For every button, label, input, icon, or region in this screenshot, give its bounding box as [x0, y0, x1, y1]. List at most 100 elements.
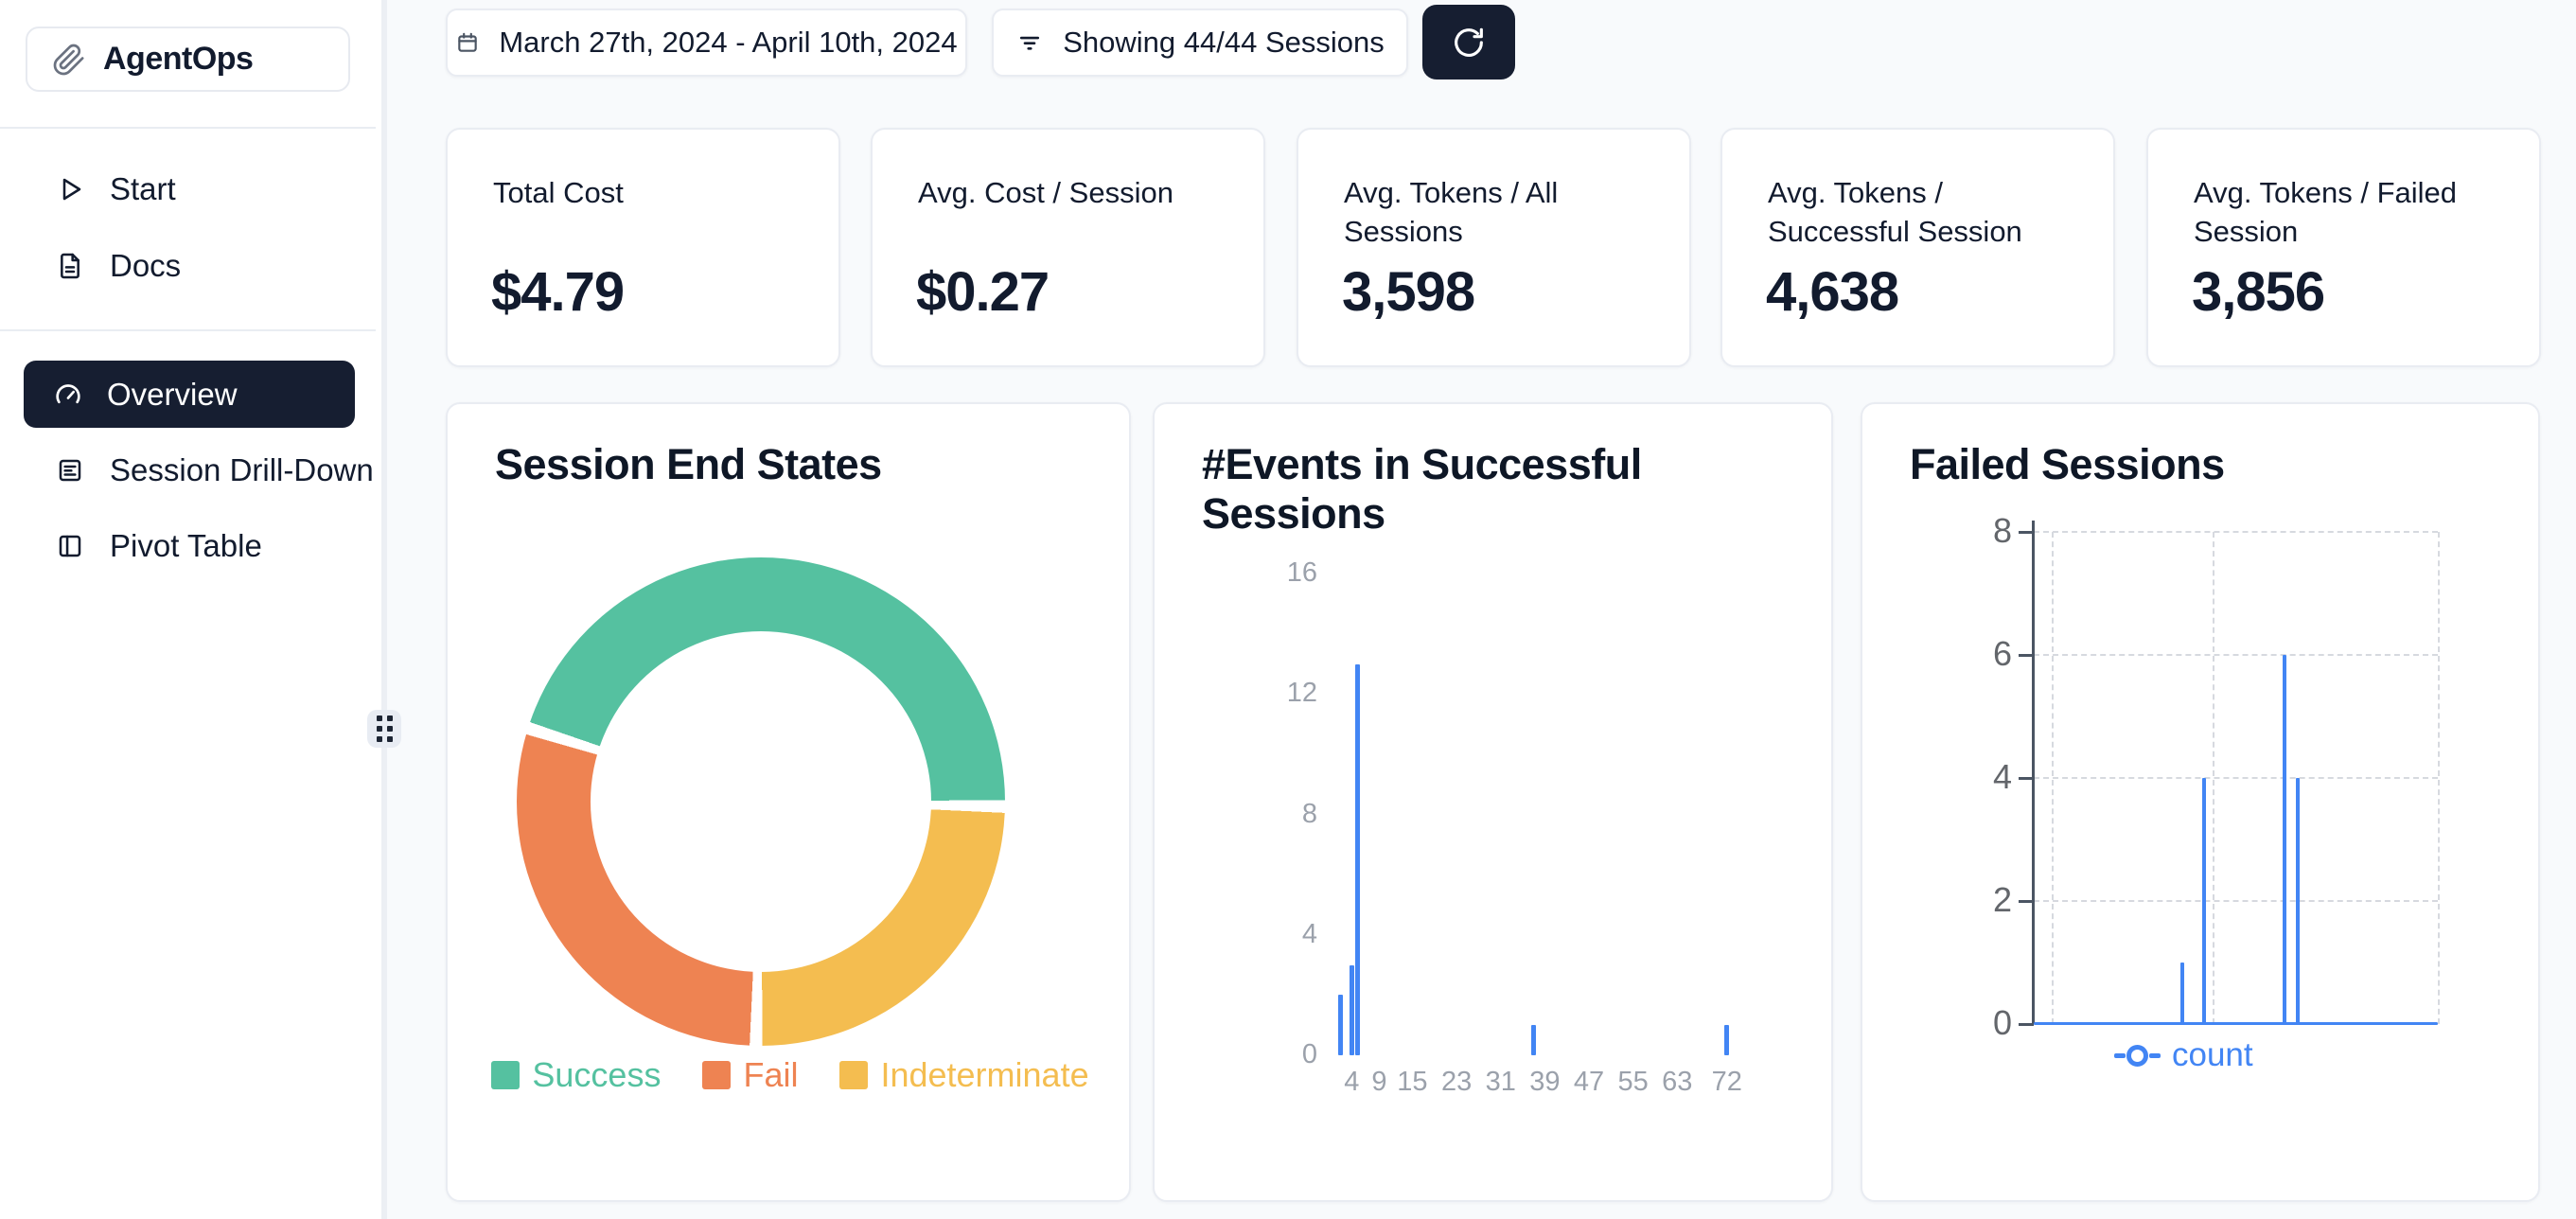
stat-card-total-cost: Total Cost $4.79: [446, 128, 840, 367]
legend-item-success[interactable]: Success: [491, 1055, 661, 1095]
sessions-filter-label: Showing 44/44 Sessions: [1063, 26, 1385, 59]
y-tick-label: 2: [1992, 880, 2012, 919]
file-lines-icon: [55, 455, 85, 486]
count-spike: [2295, 778, 2300, 1024]
gauge-icon: [52, 379, 84, 411]
play-icon: [55, 174, 85, 204]
y-tick-label: 4: [1301, 918, 1317, 949]
stat-value: 3,856: [2192, 261, 2325, 323]
sidebar-item-pivot-table[interactable]: Pivot Table: [0, 516, 381, 576]
h-gridline: [2034, 777, 2438, 779]
stat-value: $0.27: [916, 261, 1050, 323]
legend-label: Success: [532, 1055, 662, 1094]
h-gridline: [2034, 654, 2438, 656]
x-tick-label: 55: [1617, 1067, 1649, 1097]
date-range-button[interactable]: March 27th, 2024 - April 10th, 2024: [446, 9, 967, 77]
sidebar: AgentOps Start Docs Overview: [0, 0, 381, 1219]
y-tick-label: 16: [1286, 557, 1317, 589]
donut-legend: Success Fail Indeterminate: [448, 1055, 1133, 1095]
donut-ring[interactable]: [517, 557, 1005, 1046]
stat-label: Total Cost: [493, 176, 624, 209]
legend-label: Fail: [743, 1055, 799, 1094]
sidebar-item-start[interactable]: Start: [0, 159, 381, 220]
legend-swatch: [839, 1061, 869, 1089]
y-tick-mark: [2019, 1023, 2034, 1026]
events-plot[interactable]: 0 4 8 12 16 4 9 15 23 31 39 47 55 63 72: [1155, 404, 1831, 1200]
legend-swatch: [491, 1061, 520, 1089]
failed-plot[interactable]: 0 2 4 6 8: [1862, 404, 2538, 1200]
histogram-bar: [1531, 1025, 1537, 1055]
refresh-button[interactable]: [1422, 5, 1515, 80]
y-tick-label: 12: [1286, 678, 1317, 709]
legend-label: Indeterminate: [880, 1055, 1089, 1094]
x-tick-label: 31: [1485, 1067, 1516, 1097]
sidebar-resize-rail: [381, 0, 387, 1219]
y-axis-line: [2032, 521, 2035, 1024]
stat-card-avg-tokens-all: Avg. Tokens / All Sessions 3,598: [1297, 128, 1691, 367]
sidebar-item-label: Docs: [110, 248, 182, 283]
calendar-icon: [455, 30, 480, 55]
x-tick-label: 9: [1371, 1067, 1387, 1097]
y-tick-mark: [2019, 531, 2034, 534]
sidebar-item-label: Pivot Table: [110, 528, 262, 563]
brand-logo[interactable]: AgentOps: [26, 26, 350, 92]
chart-title: Failed Sessions: [1910, 440, 2225, 488]
y-tick-label: 0: [1992, 1003, 2012, 1042]
v-gridline: [2438, 532, 2440, 1024]
x-tick-label: 63: [1662, 1067, 1693, 1097]
v-gridline: [2052, 532, 2054, 1024]
stat-value: 3,598: [1342, 261, 1475, 323]
panel-left-icon: [55, 531, 85, 561]
stat-label: Avg. Tokens / Failed Session: [2194, 176, 2458, 248]
failed-sessions-card: Failed Sessions 0 2 4 6 8 count: [1861, 402, 2540, 1202]
count-spike: [2180, 963, 2185, 1024]
y-tick-label: 4: [1992, 757, 2012, 796]
legend-item-fail[interactable]: Fail: [702, 1055, 798, 1095]
v-gridline: [2213, 532, 2214, 1024]
sidebar-item-overview[interactable]: Overview: [24, 361, 355, 428]
line-marker-icon: [2114, 1044, 2161, 1067]
y-tick-label: 8: [1301, 798, 1317, 829]
file-text-icon: [55, 251, 85, 281]
legend-swatch: [702, 1061, 732, 1089]
count-baseline: [2034, 1022, 2438, 1025]
refresh-icon: [1450, 24, 1488, 62]
x-tick-label: 47: [1573, 1067, 1605, 1097]
stat-label: Avg. Cost / Session: [918, 176, 1173, 209]
count-legend-item[interactable]: count: [2114, 1036, 2253, 1074]
y-tick-mark: [2019, 777, 2034, 780]
x-tick-label: 72: [1711, 1067, 1742, 1097]
h-gridline: [2034, 900, 2438, 902]
histogram-bar: [1338, 995, 1344, 1055]
y-tick-mark: [2019, 900, 2034, 903]
x-tick-label: 4: [1344, 1067, 1360, 1097]
sidebar-item-session-drill-down[interactable]: Session Drill-Down: [0, 440, 381, 501]
legend-item-indeterminate[interactable]: Indeterminate: [839, 1055, 1089, 1095]
stat-label: Avg. Tokens / Successful Session: [1768, 176, 2022, 248]
brand-name: AgentOps: [103, 41, 254, 77]
sessions-filter-button[interactable]: Showing 44/44 Sessions: [992, 9, 1408, 77]
x-tick-label: 39: [1529, 1067, 1561, 1097]
y-tick-label: 8: [1992, 511, 2012, 550]
count-spike: [2283, 655, 2287, 1024]
paperclip-icon: [52, 43, 86, 77]
sidebar-divider: [0, 127, 376, 129]
y-tick-mark: [2019, 654, 2034, 657]
events-histogram-card: #Events in Successful Sessions 0 4 8 12 16 4 9…: [1153, 402, 1833, 1202]
chart-title: Session End States: [495, 440, 882, 488]
sidebar-item-label: Overview: [107, 376, 238, 412]
x-tick-label: 15: [1397, 1067, 1428, 1097]
sidebar-item-docs[interactable]: Docs: [0, 236, 381, 296]
sidebar-item-label: Session Drill-Down: [110, 452, 374, 487]
stat-card-avg-cost-session: Avg. Cost / Session $0.27: [871, 128, 1265, 367]
stat-value: 4,638: [1766, 261, 1899, 323]
session-end-states-card: Session End States Success Fail Indeterm…: [446, 402, 1131, 1202]
h-gridline: [2034, 531, 2438, 533]
filter-lines-icon: [1015, 28, 1044, 57]
stat-card-avg-tokens-successful: Avg. Tokens / Successful Session 4,638: [1720, 128, 2115, 367]
count-spike: [2202, 778, 2207, 1024]
stat-card-avg-tokens-failed: Avg. Tokens / Failed Session 3,856: [2146, 128, 2541, 367]
legend-label: count: [2172, 1036, 2253, 1073]
sidebar-drag-handle[interactable]: [367, 710, 401, 748]
y-tick-label: 6: [1992, 634, 2012, 673]
